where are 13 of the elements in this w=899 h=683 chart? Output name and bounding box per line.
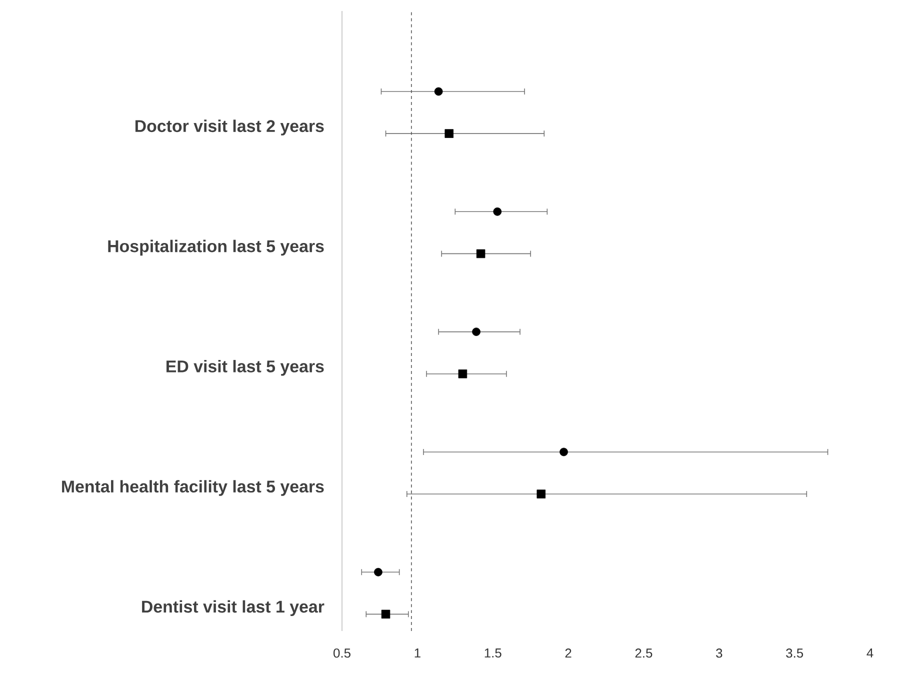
x-tick-label: 2 — [565, 648, 572, 658]
y-tick-label: Hospitalization last 5 years — [108, 240, 324, 256]
x-tick-label: 1.5 — [484, 648, 502, 658]
x-tick-label: 0.5 — [334, 648, 350, 658]
x-tick-label: 2.5 — [635, 648, 652, 658]
y-tick-label: ED visit last 5 years — [166, 360, 324, 376]
x-tick-label: 3.5 — [786, 648, 804, 658]
x-tick-label: 1 — [414, 648, 420, 658]
x-tick-label: 4 — [866, 648, 874, 658]
x-tick-label: 3 — [716, 648, 722, 658]
y-tick-label: Dentist visit last 1 year — [142, 600, 324, 616]
y-tick-label: Doctor visit last 2 years — [135, 120, 324, 136]
y-tick-label: Mental health facility last 5 years — [62, 480, 324, 496]
